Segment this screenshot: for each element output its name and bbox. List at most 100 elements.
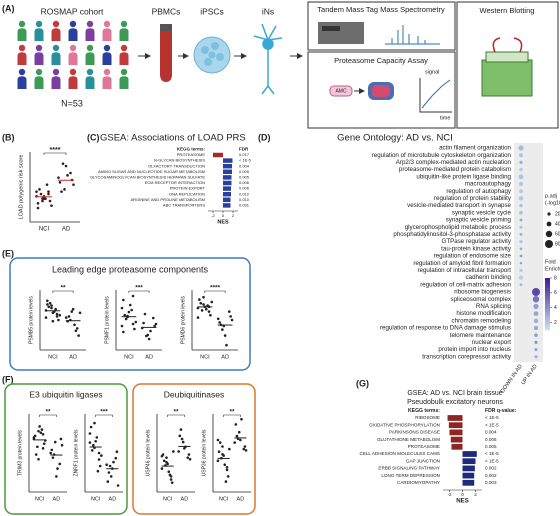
fdr-label: 0.002 bbox=[485, 473, 497, 478]
go-dot bbox=[519, 182, 523, 186]
person bbox=[51, 20, 61, 41]
term-label: GAP JUNCTION bbox=[406, 458, 440, 463]
data-point bbox=[242, 447, 246, 451]
step-label: iPSCs bbox=[200, 6, 224, 16]
data-point bbox=[160, 467, 164, 470]
data-point bbox=[114, 456, 118, 460]
data-point bbox=[88, 441, 92, 444]
color-bar-segment bbox=[545, 301, 550, 305]
x-tick-label: NCI bbox=[124, 354, 134, 360]
data-point bbox=[66, 174, 69, 177]
data-point bbox=[168, 473, 172, 477]
data-point bbox=[226, 475, 230, 478]
color-bar-segment bbox=[545, 291, 550, 294]
blood-tube bbox=[160, 24, 172, 82]
person bbox=[85, 44, 95, 65]
group-box bbox=[9, 257, 251, 371]
go-term: regulation of autophagy bbox=[446, 188, 512, 195]
term-label: PROTEIN EXPORT bbox=[170, 186, 206, 191]
data-point bbox=[210, 300, 214, 304]
color-bar-segment bbox=[545, 319, 550, 323]
go-term: protein import into nucleus bbox=[438, 346, 511, 353]
go-dot bbox=[519, 225, 523, 229]
data-point bbox=[53, 440, 57, 444]
go-dot bbox=[518, 196, 524, 201]
color-bar-segment bbox=[545, 324, 550, 328]
legend-label: 80 bbox=[555, 241, 560, 247]
bar bbox=[223, 186, 231, 191]
bar bbox=[223, 158, 233, 163]
x-tick-label: 0 bbox=[222, 213, 225, 218]
data-point bbox=[41, 432, 45, 436]
go-dot bbox=[519, 239, 523, 244]
go-dot bbox=[519, 153, 523, 158]
significance-bracket bbox=[167, 414, 185, 417]
data-point bbox=[131, 294, 135, 298]
bar bbox=[223, 191, 231, 197]
cohort-label: ROSMAP cohort bbox=[41, 6, 104, 16]
data-point bbox=[234, 423, 238, 426]
legend-label: 8 bbox=[554, 275, 557, 281]
go-term: ribosome biogenesis bbox=[454, 289, 511, 296]
go-dot bbox=[519, 167, 523, 172]
person bbox=[119, 44, 129, 65]
go-term: synaptic vesicle priming bbox=[446, 217, 512, 224]
data-point bbox=[154, 322, 158, 326]
cohort-people bbox=[17, 20, 129, 89]
axis-label: signal bbox=[425, 69, 439, 75]
go-dot bbox=[534, 333, 538, 338]
data-point bbox=[217, 450, 221, 454]
go-term: regulation of intracellular transport bbox=[417, 267, 511, 274]
data-point bbox=[42, 197, 46, 200]
x-tick-label: AD bbox=[62, 227, 71, 233]
data-point bbox=[153, 324, 156, 328]
panel-label: (D) bbox=[258, 132, 271, 142]
data-point bbox=[55, 475, 58, 478]
data-point bbox=[162, 459, 166, 463]
go-term: ubiquitin-like protein ligase binding bbox=[416, 173, 511, 180]
x-tick-label: NCI bbox=[219, 496, 229, 502]
bar bbox=[223, 169, 232, 175]
data-point bbox=[122, 330, 125, 334]
data-point bbox=[97, 458, 101, 461]
column-header: KEGG terms: bbox=[177, 147, 206, 152]
y-axis-label: PSMB5 protein levels bbox=[28, 296, 34, 344]
x-tick-label: AD bbox=[221, 354, 229, 360]
significance-bracket bbox=[43, 152, 67, 155]
x-tick-label: AD bbox=[237, 496, 245, 502]
assay-title: Proteasome Capacity Assay bbox=[334, 56, 428, 65]
data-point bbox=[177, 450, 180, 453]
term-label: CELL ADHESION MOLECULES CAMS bbox=[360, 451, 441, 456]
term-label: N-GLYCAN BIOSYNTHESIS bbox=[154, 158, 205, 163]
person bbox=[34, 20, 44, 41]
go-dot bbox=[519, 204, 523, 208]
legend-dot bbox=[547, 212, 551, 216]
data-point bbox=[188, 457, 192, 461]
term-label: LONG TERM DEPRESSION bbox=[381, 473, 440, 478]
data-point bbox=[58, 313, 62, 317]
cohort-size: N=53 bbox=[61, 98, 83, 108]
legend-label: 60 bbox=[555, 231, 560, 237]
x-tick-label: AD bbox=[145, 354, 153, 360]
data-point bbox=[94, 440, 97, 443]
data-point bbox=[93, 421, 96, 425]
bar bbox=[462, 479, 475, 486]
data-point bbox=[64, 164, 68, 168]
dot-panel-bg bbox=[514, 143, 543, 362]
data-point bbox=[34, 453, 38, 456]
data-point bbox=[124, 317, 128, 321]
color-bar-segment bbox=[545, 280, 550, 284]
panel-title: GSEA: AD vs. NCI brain tissue bbox=[407, 390, 502, 397]
data-point bbox=[169, 478, 173, 481]
legend-label: 20 bbox=[555, 211, 560, 217]
data-point bbox=[39, 431, 43, 435]
data-point bbox=[41, 447, 45, 450]
go-term: tau-protein kinase activity bbox=[441, 245, 512, 252]
x-tick-label: AD bbox=[69, 354, 77, 360]
assay-title: Tandem Mass Tag Mass Spectrometry bbox=[317, 5, 445, 14]
data-point bbox=[50, 204, 53, 207]
significance: ** bbox=[173, 409, 179, 416]
data-point bbox=[147, 337, 151, 341]
data-point bbox=[50, 304, 53, 307]
